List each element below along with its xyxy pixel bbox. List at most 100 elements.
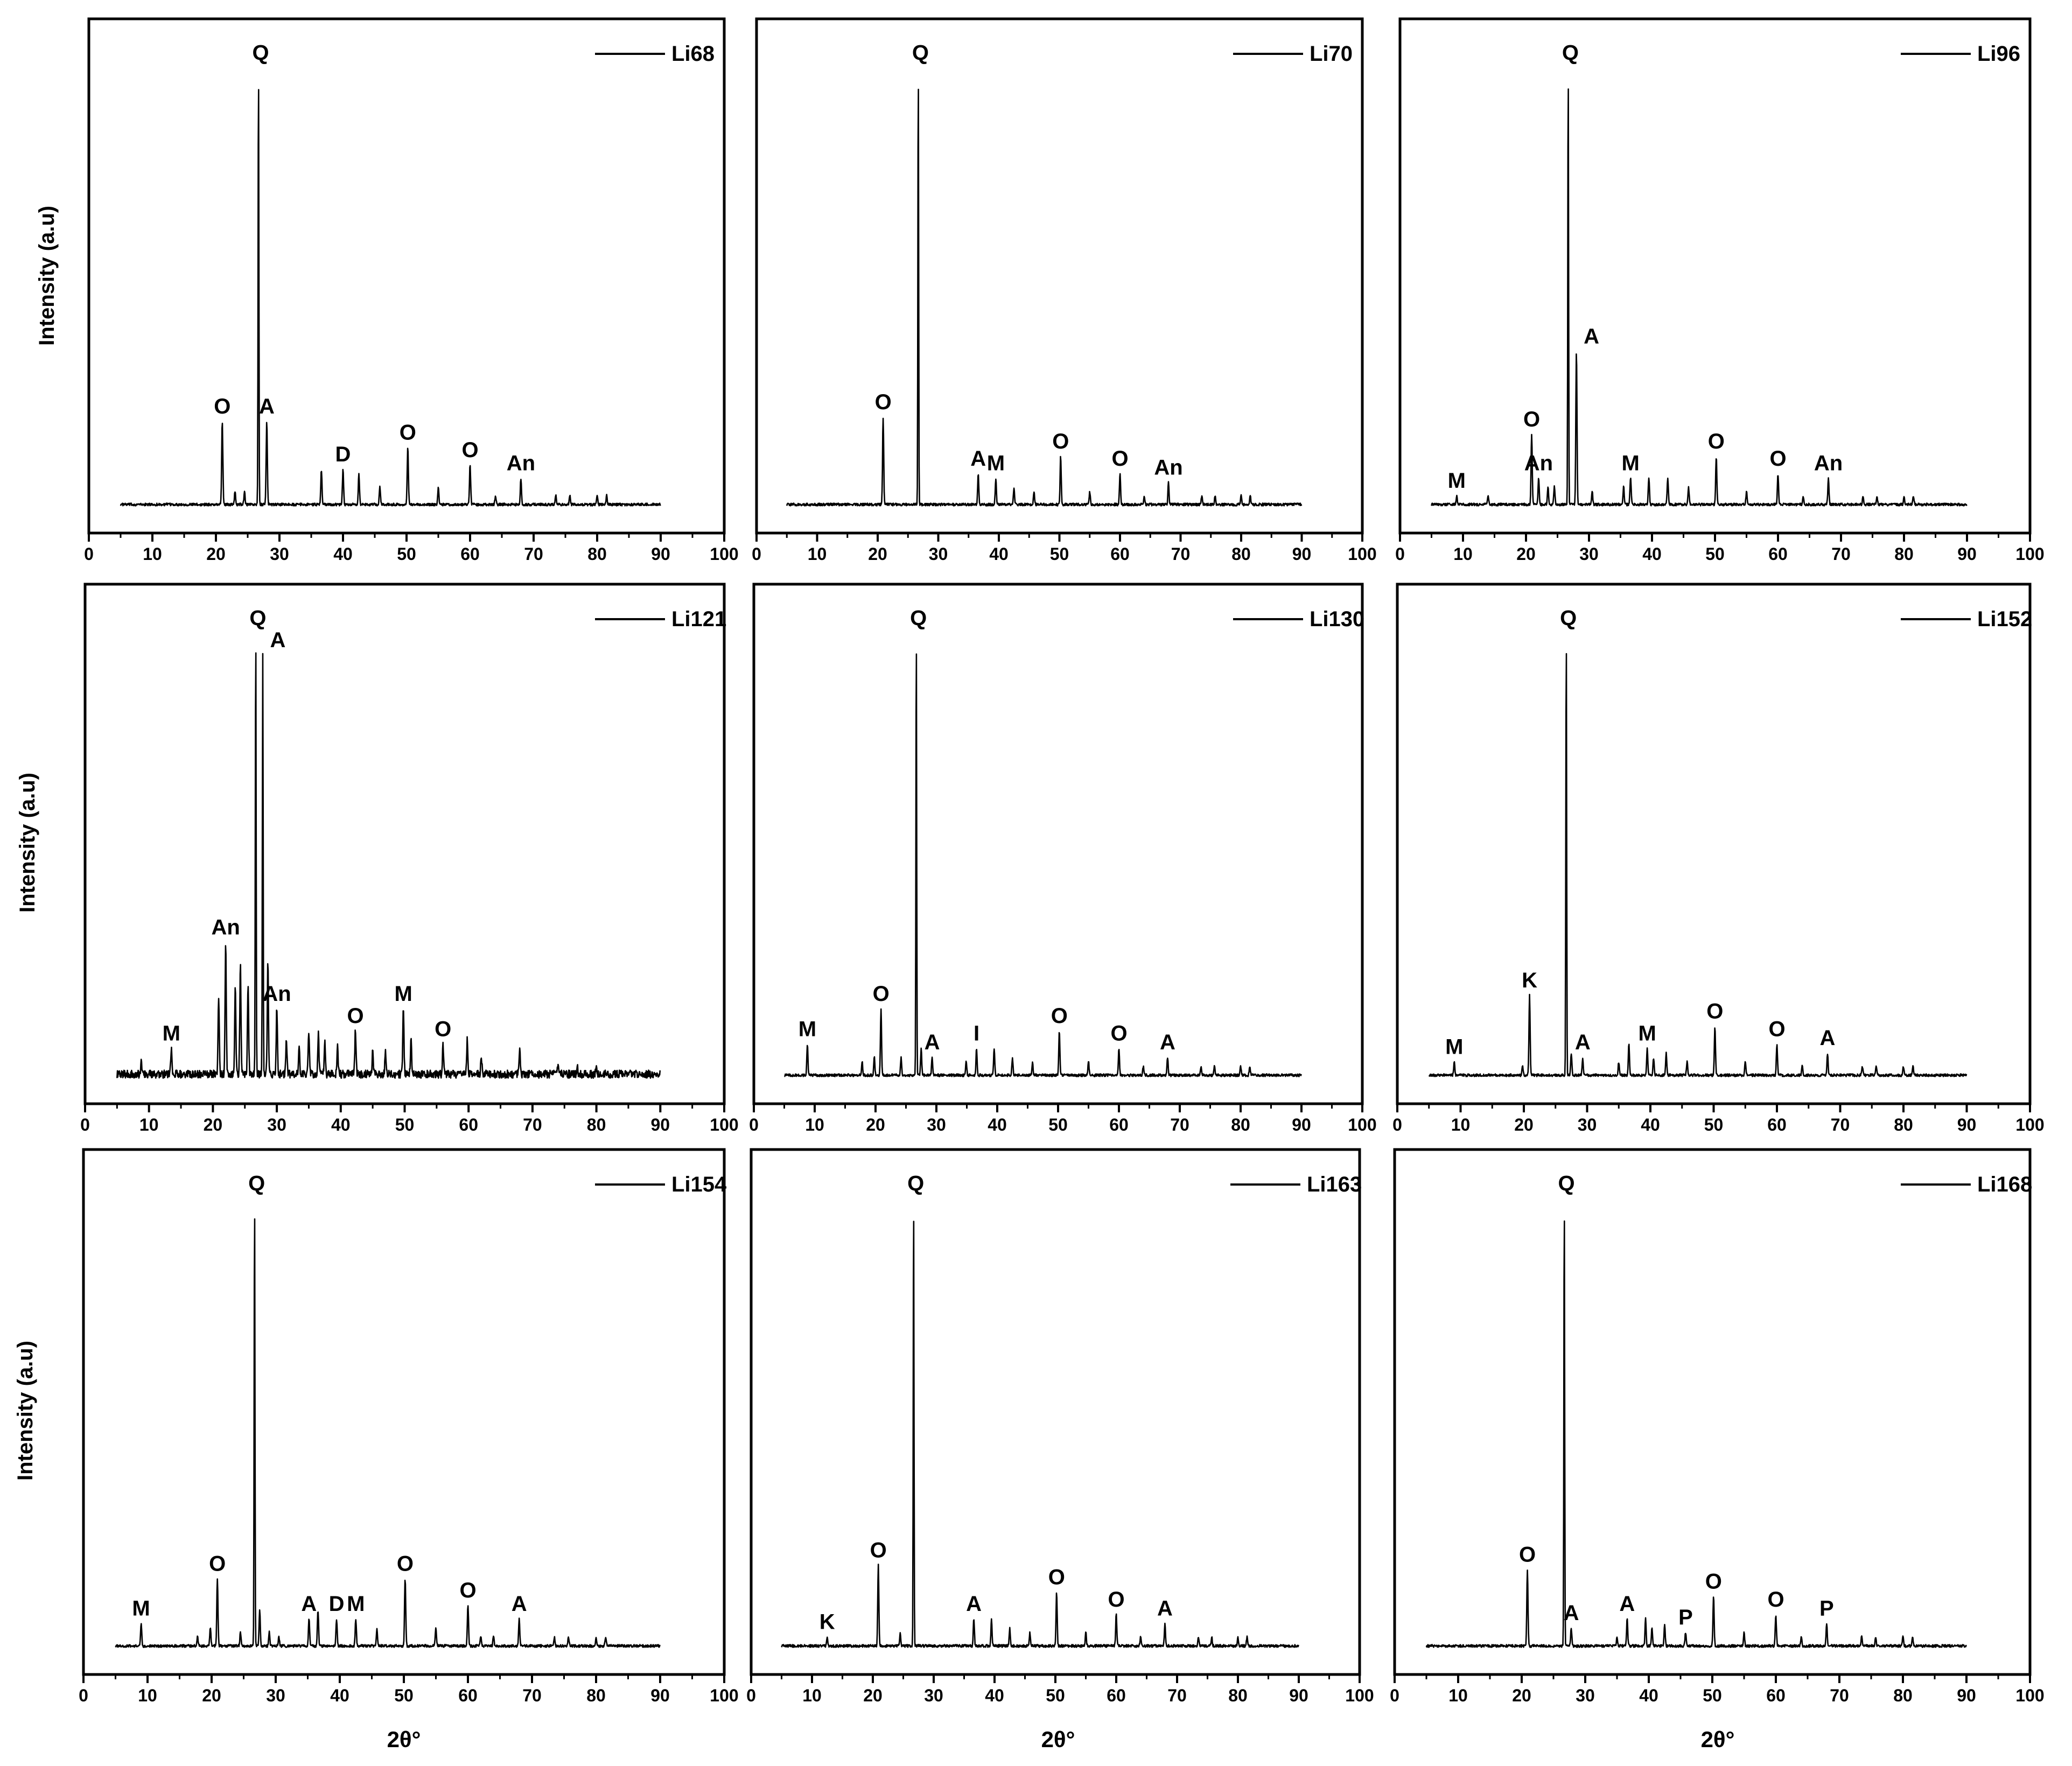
x-tick-label: 30 — [267, 1115, 286, 1134]
x-tick-label: 60 — [1768, 544, 1788, 564]
x-tick-label: 20 — [206, 544, 226, 564]
x-tick-label: 90 — [1957, 1115, 1977, 1134]
x-tick-label: 10 — [139, 1115, 159, 1134]
peak-label: O — [1706, 1000, 1723, 1024]
x-tick-label: 100 — [710, 544, 738, 564]
peak-label: Q — [248, 1172, 265, 1195]
x-tick-label: 40 — [988, 1115, 1007, 1134]
peak-label: I — [974, 1022, 979, 1046]
peak-label: O — [1767, 1588, 1784, 1611]
peak-label: K — [820, 1610, 835, 1634]
peak-label: O — [1768, 1018, 1785, 1041]
peak-label: An — [507, 451, 535, 475]
peak-label: O — [209, 1552, 226, 1575]
x-tick-label: 50 — [1703, 1686, 1722, 1705]
peak-label: A — [970, 447, 986, 471]
peak-label: O — [870, 1538, 887, 1562]
peak-label: O — [400, 421, 416, 445]
peak-label: O — [875, 390, 892, 414]
peak-label: O — [1048, 1565, 1065, 1589]
diffraction-pattern-line — [120, 89, 661, 507]
x-tick-label: 60 — [1767, 1115, 1787, 1134]
x-axis-label: 2θ° — [387, 1727, 421, 1752]
peak-label: An — [262, 982, 291, 1006]
x-tick-label: 50 — [394, 1686, 414, 1705]
peak-label: M — [987, 451, 1005, 475]
x-tick-label: 60 — [1766, 1686, 1786, 1705]
peak-label: D — [329, 1592, 345, 1616]
peak-label: K — [1522, 969, 1537, 992]
x-tick-label: 90 — [1292, 544, 1312, 564]
diffraction-pattern-line — [1425, 1220, 1967, 1648]
plot-frame — [1396, 583, 2032, 1105]
legend-label: Li70 — [1310, 42, 1353, 66]
peak-label: A — [270, 628, 286, 652]
x-tick-label: 90 — [1957, 544, 1977, 564]
x-tick-label: 20 — [202, 1686, 221, 1705]
xrd-panel: 0 10 20 30 40 50 60 70 80 90 100 M K Q A M O O A Li152 — [1392, 583, 2045, 1134]
x-tick-label: 0 — [79, 1686, 88, 1705]
x-tick-label: 30 — [1578, 1115, 1597, 1134]
x-tick-label: 100 — [2015, 544, 2044, 564]
x-axis-label: 2θ° — [1701, 1727, 1735, 1752]
peak-label: D — [335, 443, 351, 466]
x-tick-label: 50 — [1048, 1115, 1068, 1134]
x-tick-label: 60 — [460, 544, 480, 564]
peak-label: M — [1622, 451, 1640, 475]
y-axis-label: Intensity (a.u) — [35, 206, 59, 346]
diffraction-pattern-line — [786, 88, 1303, 507]
legend-label: Li152 — [1977, 607, 2032, 631]
plot-frame — [1398, 17, 2032, 535]
x-tick-label: 0 — [749, 1115, 759, 1134]
peak-label: A — [301, 1592, 317, 1616]
x-tick-label: 40 — [989, 544, 1009, 564]
diffraction-pattern-line — [115, 1218, 661, 1648]
x-tick-label: 70 — [1171, 544, 1191, 564]
legend-label: Li163 — [1307, 1173, 1362, 1196]
x-tick-label: 100 — [710, 1115, 738, 1134]
x-tick-label: 40 — [331, 1115, 351, 1134]
peak-label: Q — [912, 41, 929, 65]
x-tick-label: 10 — [805, 1115, 824, 1134]
peak-label: An — [1814, 451, 1843, 475]
peak-label: A — [1564, 1601, 1579, 1625]
peak-label: O — [1519, 1543, 1536, 1567]
diffraction-pattern-line — [783, 653, 1302, 1077]
plot-frame — [82, 1148, 726, 1676]
x-tick-label: 0 — [752, 544, 761, 564]
peak-label: O — [1111, 447, 1128, 471]
x-tick-label: 0 — [80, 1115, 90, 1134]
x-tick-label: 0 — [1390, 1686, 1399, 1705]
x-tick-label: 30 — [1579, 544, 1599, 564]
xrd-panel: 0 10 20 30 40 50 60 70 80 90 100 M O An Q A M O O An Li96 — [1395, 17, 2045, 564]
peak-label: O — [461, 438, 478, 462]
x-tick-label: 80 — [1894, 1115, 1913, 1134]
x-tick-label: 10 — [1448, 1686, 1468, 1705]
peak-label: O — [1110, 1022, 1127, 1046]
x-tick-label: 40 — [333, 544, 353, 564]
legend-label: Li130 — [1310, 607, 1364, 631]
x-tick-label: 60 — [458, 1686, 478, 1705]
x-tick-label: 70 — [522, 1686, 542, 1705]
x-tick-label: 60 — [1107, 1686, 1126, 1705]
peak-label: Q — [907, 1172, 924, 1195]
xrd-panel: 0 10 20 30 40 50 60 70 80 90 100 K O Q A O O A Li163 — [746, 1148, 1374, 1705]
x-tick-label: 70 — [1170, 1115, 1189, 1134]
xrd-panel: 0 10 20 30 40 50 60 70 80 90 100 O Q A D O O An Li68 — [84, 17, 739, 564]
x-tick-label: 10 — [802, 1686, 822, 1705]
x-tick-label: 40 — [1641, 1115, 1660, 1134]
x-tick-label: 70 — [524, 544, 543, 564]
x-tick-label: 40 — [985, 1686, 1004, 1705]
x-tick-label: 80 — [1231, 1115, 1250, 1134]
peak-label: M — [799, 1018, 816, 1041]
xrd-panel: 0 10 20 30 40 50 60 70 80 90 100 O Q A M O O An Li70 — [752, 17, 1377, 564]
y-axis-label: Intensity (a.u) — [16, 773, 39, 913]
peak-label: Q — [1558, 1172, 1574, 1195]
x-tick-label: 60 — [1110, 544, 1130, 564]
x-tick-label: 30 — [270, 544, 289, 564]
x-tick-label: 90 — [650, 1686, 670, 1705]
plot-frame — [750, 1148, 1361, 1676]
x-tick-label: 80 — [587, 544, 607, 564]
